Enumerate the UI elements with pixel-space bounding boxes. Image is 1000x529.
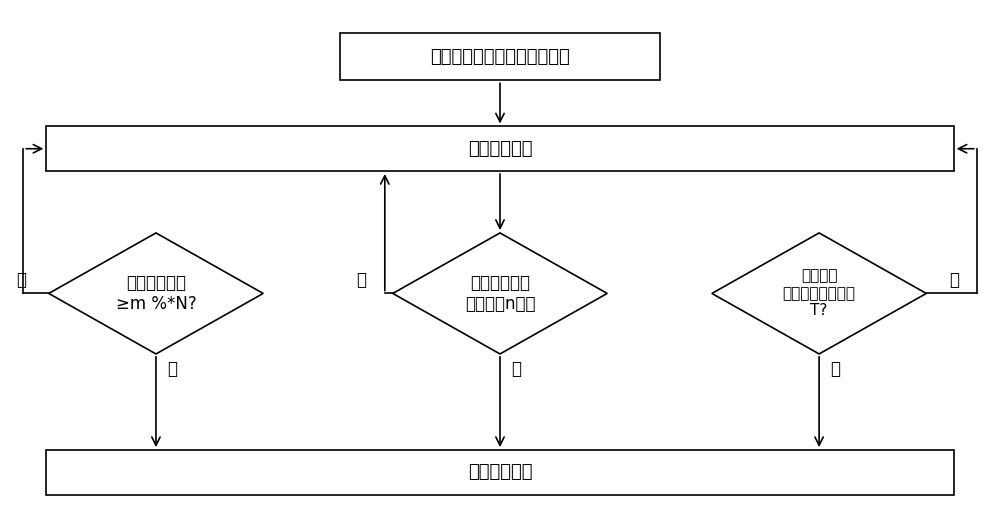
Text: 是: 是 (167, 360, 177, 378)
Text: 是: 是 (511, 360, 521, 378)
Text: 抄读重要数据: 抄读重要数据 (468, 140, 532, 158)
Polygon shape (49, 233, 263, 354)
Text: 否: 否 (16, 271, 26, 289)
Text: 用电终端正常运行（第一天）: 用电终端正常运行（第一天） (430, 48, 570, 66)
Text: 抄读普通数据: 抄读普通数据 (468, 463, 532, 481)
Text: 当前时间
是否超过预设时间
T?: 当前时间 是否超过预设时间 T? (783, 269, 856, 318)
Text: 是: 是 (830, 360, 840, 378)
FancyBboxPatch shape (46, 450, 954, 495)
Text: 未抄读的用电
终端剩下n个？: 未抄读的用电 终端剩下n个？ (465, 274, 535, 313)
Text: 抄表成功个数
≥m %*N?: 抄表成功个数 ≥m %*N? (116, 274, 196, 313)
Text: 否: 否 (356, 271, 366, 289)
Text: 否: 否 (949, 271, 959, 289)
Polygon shape (393, 233, 607, 354)
Polygon shape (712, 233, 926, 354)
FancyBboxPatch shape (340, 33, 660, 80)
FancyBboxPatch shape (46, 126, 954, 171)
